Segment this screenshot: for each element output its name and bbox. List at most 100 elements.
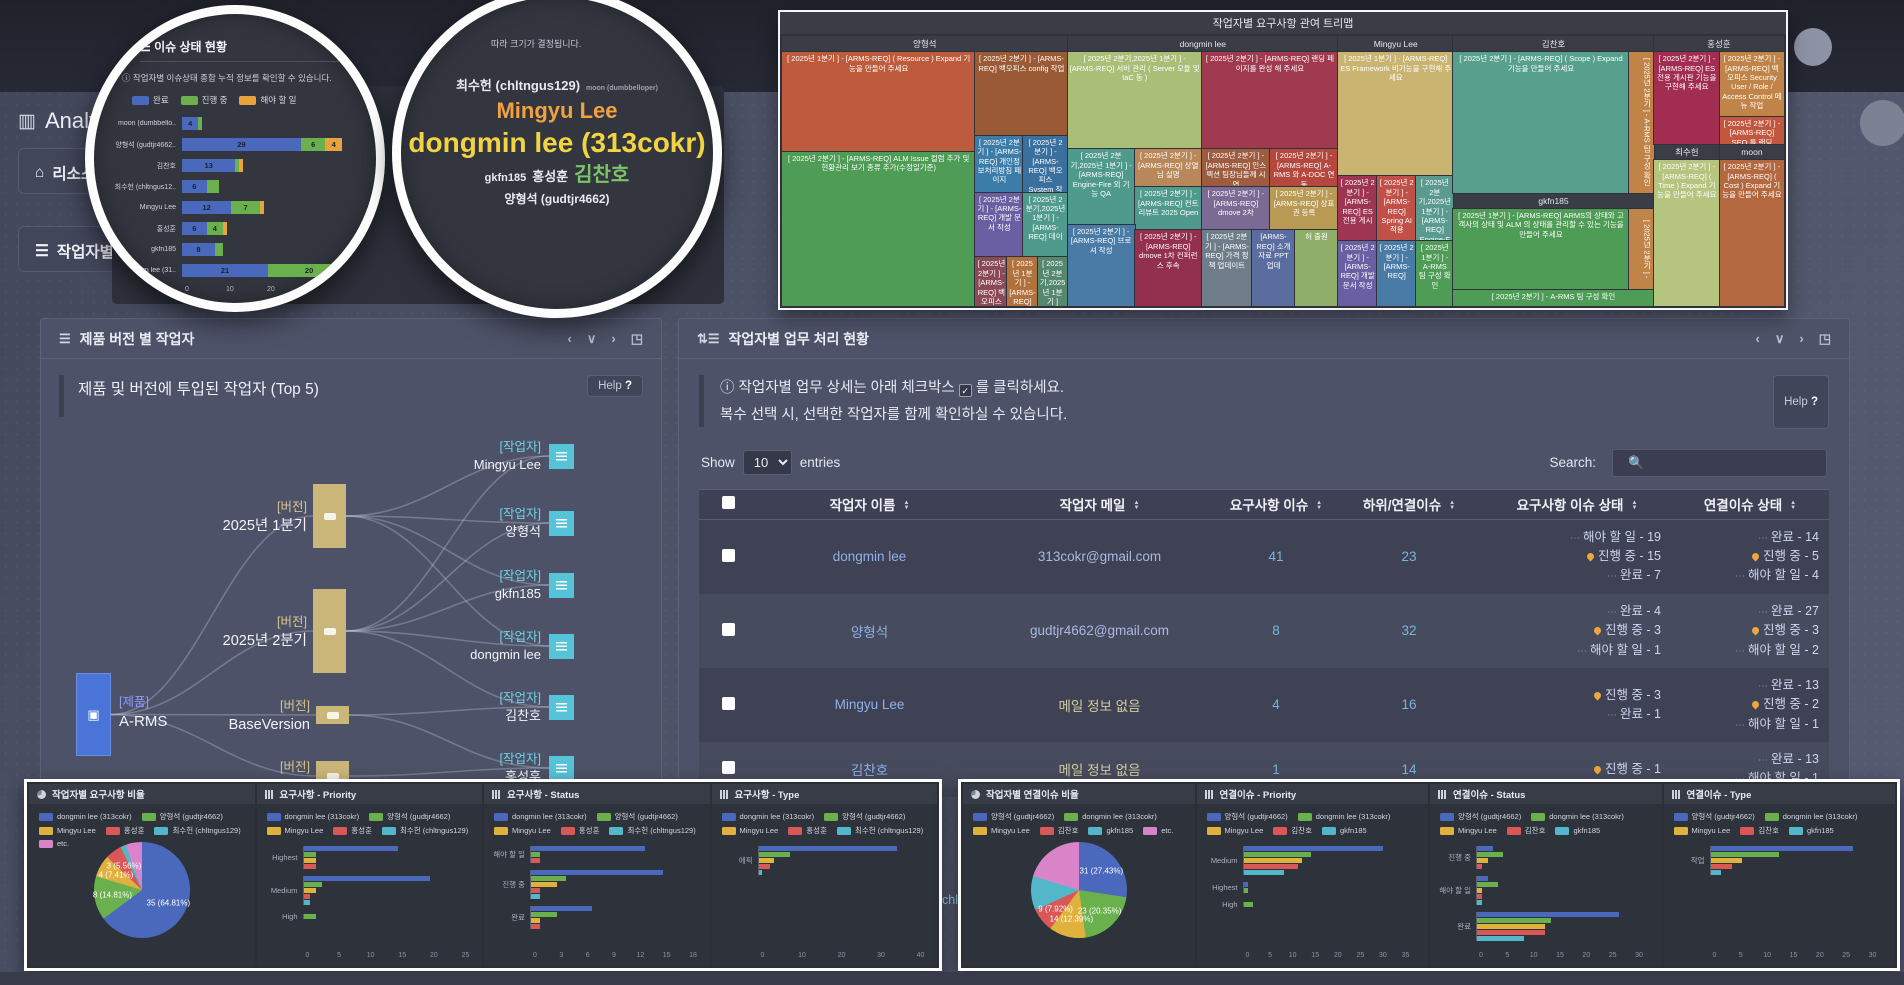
column-header[interactable]: 작업자 이름 ▲ ▼ <box>757 488 982 520</box>
version-node[interactable] <box>313 589 346 673</box>
treemap-cell[interactable]: [ 2025년 2분기 ] - [ARMS-REQ] 개발 문서 작성 <box>975 192 1024 258</box>
search-input[interactable] <box>1612 448 1827 477</box>
treemap-cell[interactable]: [ 2025년 2분기 ] - [ARMS-REQ] ALM Issue 컬럼 … <box>782 152 976 306</box>
treemap-cell[interactable]: [ 2025년 2분기 ] - [ARMS-REQ] 인스펙션 팀장님들께 시연 <box>1201 149 1270 188</box>
treemap-cell[interactable]: [ 2025년 2분기 ] - <box>1628 208 1654 290</box>
cloud-word[interactable]: 홍성훈 <box>532 169 569 185</box>
treemap-cell[interactable]: [ 2025년 2분기 ] - A-RMS 팀 구성 확인 <box>1628 52 1654 193</box>
column-header[interactable]: 요구사항 이슈 ▲ ▼ <box>1217 488 1335 520</box>
treemap-cell[interactable]: [ 2025년 2분기 ] - [ARMS-REQ] 상열님 설명 <box>1134 149 1202 188</box>
sort-icon[interactable]: ▲ ▼ <box>903 499 910 512</box>
treemap-cell[interactable]: [ 2025년 2분기,2025년 1분기 ] - [ARMS-REQ] Eng… <box>1416 176 1454 242</box>
treemap-cell[interactable]: [ 2025년 2분기 ] - [ARMS-REQ] ( Time ) Expa… <box>1653 160 1720 306</box>
bar <box>1477 924 1546 929</box>
bar-group: 진행 중 <box>490 870 700 899</box>
table-row[interactable]: 양형석 gudtjr4662@gmail.com 8 32 ⋯ 완료 - 4 진행 중 - … <box>699 593 1829 668</box>
entries-select[interactable]: 10 <box>742 450 792 476</box>
cloud-word[interactable]: 최수헌 (chltngus129) <box>456 78 581 93</box>
treemap-cell[interactable]: [ 2025년 2분기,2025년 1분기 ] - [ARMS-REQ] 서버 … <box>1067 52 1202 150</box>
cloud-word[interactable]: dongmin lee (313cokr) <box>408 127 706 159</box>
cloud-word[interactable]: Mingyu Lee <box>496 98 618 124</box>
treemap-cell[interactable]: [ 2025년 2분기 ] - [ARMS-REQ] 백오피스 Security… <box>1719 52 1784 117</box>
column-header[interactable]: 연결이슈 상태 ▲ ▼ <box>1671 488 1829 520</box>
treemap-cell[interactable]: [ 2025년 2분기,2025년 1분기 ] <box>1037 257 1068 306</box>
treemap-cell[interactable]: [ 2025년 2분기 ] - [ARMS-REQ] ES 전용 게시판 기능을… <box>1653 52 1720 144</box>
prev-icon[interactable]: ‹ <box>1755 330 1760 346</box>
worker-name[interactable]: 김찬호 <box>850 763 889 779</box>
column-header[interactable]: 하위/연결이슈 ▲ ▼ <box>1335 488 1483 520</box>
sort-icon[interactable]: ▲ ▼ <box>1133 499 1140 512</box>
row-checkbox[interactable] <box>721 548 735 562</box>
treemap-cell[interactable]: [ 2025년 2분기 ] - [ARMS-REQ] 랜딩 페이지를 완성 해 … <box>1201 52 1339 150</box>
treemap-cell[interactable]: [ 2025년 2분기 ] - [ARMS-REQ] Spring AI 적용 <box>1377 176 1417 242</box>
table-row[interactable]: dongmin lee 313cokr@gmail.com 41 23 ⋯ 해야 할 일 … <box>699 519 1829 594</box>
worker-node[interactable] <box>549 511 574 536</box>
row-checkbox[interactable] <box>721 761 735 775</box>
expand-icon[interactable]: ◳ <box>1818 330 1831 346</box>
treemap-cell[interactable]: [ 2025년 2분기 ] - [ARMS-REQ] ES 전용 게시 <box>1338 176 1378 242</box>
treemap-cell[interactable]: [ARMS-REQ] 소개자료 PPT 업데 <box>1251 230 1296 306</box>
table-row[interactable]: Mingyu Lee 메일 정보 없음 4 16 진행 중 - 3 ⋯ 완료 - 1 ⋯ 완료 … <box>699 667 1829 742</box>
user-avatar[interactable] <box>1794 28 1832 66</box>
treemap-cell[interactable]: [ 2025년 2분기 ] - [ARMS-REQ] 백오피스 config 작… <box>975 52 1068 136</box>
chevron-down-icon[interactable]: ∨ <box>1774 330 1785 346</box>
cloud-word[interactable]: moon (dumbbelloper) <box>586 85 658 92</box>
worker-name[interactable]: 양형석 <box>850 624 889 640</box>
column-header[interactable]: 요구사항 이슈 상태 ▲ ▼ <box>1483 488 1671 520</box>
treemap-cell[interactable]: [ 2025년 2분기 ] - [ARMS-REQ] dmove 2차 <box>1201 187 1270 231</box>
treemap-cell[interactable]: [ 2025년 2분기 ] - [ARMS-REQ] dmove 1차 컨퍼런스… <box>1134 230 1202 306</box>
sort-icon[interactable]: ▲ ▼ <box>1316 499 1323 512</box>
row-checkbox[interactable] <box>721 622 735 636</box>
worker-node[interactable] <box>549 444 574 469</box>
worker-name[interactable]: dongmin lee <box>832 549 907 565</box>
worker-node[interactable] <box>549 573 574 598</box>
select-all-checkbox[interactable] <box>699 488 757 520</box>
cloud-word[interactable]: 양형석 (gudtjr4662) <box>504 192 610 207</box>
cloud-word[interactable]: gkfn185 <box>484 172 527 185</box>
treemap-cell[interactable]: [ 2025년 2분기 ] - [ARMS-REQ] 백오피스 System 작… <box>1023 135 1068 193</box>
sort-icon[interactable]: ▲ ▼ <box>1449 499 1456 512</box>
treemap-cell[interactable]: [ 2025년 2분기 ] - [ARMS-REQ] 브로셔 작성 <box>1067 225 1135 306</box>
treemap-cell[interactable]: [ 2025년 2분기,2025년 1분기 ] - [ARMS-REQ] Eng… <box>1067 149 1135 225</box>
prev-icon[interactable]: ‹ <box>567 330 572 346</box>
treemap-cell[interactable]: [ 2025년 2분기 ] - [ARMS-REQ] 개발 문서 작성 <box>1338 241 1378 306</box>
version-node[interactable] <box>316 706 349 724</box>
treemap-cell[interactable]: [ 2025년 2분기 ] - [ARMS-REQ] ( Cost ) Expa… <box>1719 160 1784 306</box>
next-icon[interactable]: › <box>1799 330 1804 346</box>
treemap-cell[interactable]: [ 2025년 2분기 ] - [ARMS-REQ] 상표권 등록 <box>1269 187 1339 231</box>
treemap-cell[interactable]: [ 2025년 2분기 ] - [ARMS-REQ] 개인정보처리방침 페이지 <box>975 135 1024 193</box>
worker-node[interactable] <box>549 634 574 659</box>
help-button[interactable]: Help ? <box>587 375 643 397</box>
treemap-cell[interactable]: 허 출원 <box>1295 230 1339 306</box>
row-checkbox[interactable] <box>721 696 735 710</box>
treemap-cell[interactable]: [ 2025년 2분기 ] - [ARMS-REQ] 컨트리뷰트 2025 Op… <box>1134 187 1202 231</box>
cloud-word[interactable]: 김찬호 <box>574 164 630 187</box>
worker-node[interactable] <box>549 756 574 781</box>
treemap-cell[interactable]: [ 2025년 1분기 ] - [ARMS-REQ] ( Resource ) … <box>782 52 976 153</box>
treemap-cell[interactable]: [ 2025년 2분기,2025년 1분기 ] - [ARMS-REQ] 데이 <box>1023 192 1068 258</box>
worker-name[interactable]: Mingyu Lee <box>834 697 905 713</box>
treemap-cell[interactable]: [ 2025년 2분기 ] - [ARMS-REQ] ( Scope ) Exp… <box>1453 52 1629 193</box>
treemap-cell[interactable]: [ 2025년 2분기 ] - A-RMS 팀 구성 확인 <box>1453 289 1654 306</box>
treemap-cell[interactable]: [ 2025년 1분기 ] - [ARMS-REQ] 백오 <box>1007 257 1038 306</box>
next-icon[interactable]: › <box>611 330 616 346</box>
chevron-down-icon[interactable]: ∨ <box>586 330 597 346</box>
version-node[interactable] <box>313 484 346 548</box>
sort-icon[interactable]: ▲ ▼ <box>1790 499 1797 512</box>
treemap-cell[interactable]: [ 2025년 1분기 ] - [ARMS-REQ] ES Framework … <box>1338 52 1454 177</box>
group-bars <box>530 906 688 929</box>
product-node[interactable]: ▣ <box>76 673 111 756</box>
axis-tick: 30 <box>308 286 316 293</box>
worker-node[interactable] <box>549 695 574 720</box>
sort-icon[interactable]: ▲ ▼ <box>1631 499 1638 512</box>
treemap-cell[interactable]: [ 2025년 2분기 ] - [ARMS-REQ] A-RMS 와 A-DOC… <box>1269 149 1339 188</box>
treemap-cell[interactable]: [ 2025년 1분기 ] - [ARMS-REQ] ARMS의 상태와 고객사… <box>1453 208 1629 290</box>
treemap-cell[interactable]: [ 2025년 2분기 ] - [ARMS-REQ] <box>1377 241 1417 306</box>
treemap-cell[interactable]: [ 2025년 2분기 ] - [ARMS-REQ] 가격 정책 업데이트 <box>1201 230 1252 306</box>
treemap-cell[interactable]: [ 2025년 2분기 ] - [ARMS-REQ] 백오피스 Security <box>975 257 1008 306</box>
column-header[interactable]: 작업자 메일 ▲ ▼ <box>982 488 1217 520</box>
expand-icon[interactable]: ◳ <box>630 330 643 346</box>
treemap-cell[interactable]: [ 2025년 1분기 ] - A-RMS 팀 구성 확인 <box>1416 241 1454 306</box>
help-button[interactable]: Help ? <box>1773 375 1829 429</box>
treemap-cell[interactable]: [ 2025년 2분기 ] - [ARMS-REQ] SEO 를 랜딩 <box>1719 117 1784 144</box>
